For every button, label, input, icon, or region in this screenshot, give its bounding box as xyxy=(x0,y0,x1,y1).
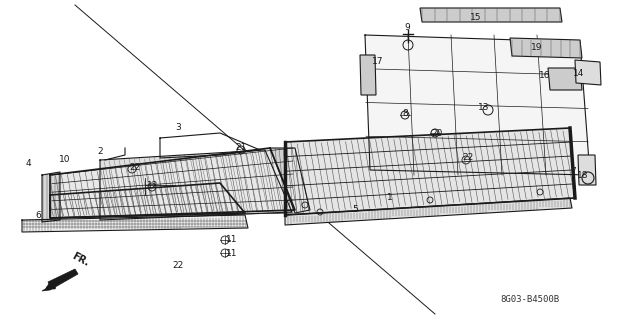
Text: 20: 20 xyxy=(431,129,443,137)
Polygon shape xyxy=(42,172,60,222)
Text: 22: 22 xyxy=(129,164,141,173)
Polygon shape xyxy=(510,38,582,58)
Text: 22: 22 xyxy=(462,153,474,162)
Polygon shape xyxy=(22,215,248,232)
Polygon shape xyxy=(420,8,562,22)
Polygon shape xyxy=(50,148,295,218)
Text: 10: 10 xyxy=(60,155,71,165)
Text: 1: 1 xyxy=(387,194,393,203)
Text: 11: 11 xyxy=(227,235,237,244)
Text: 8: 8 xyxy=(402,108,408,117)
Text: 22: 22 xyxy=(172,261,184,270)
Polygon shape xyxy=(100,150,292,220)
Polygon shape xyxy=(285,128,575,215)
Text: 6: 6 xyxy=(35,211,41,219)
Polygon shape xyxy=(270,148,310,213)
Polygon shape xyxy=(548,68,582,90)
Text: 5: 5 xyxy=(352,205,358,214)
Text: 18: 18 xyxy=(577,170,589,180)
Polygon shape xyxy=(578,155,596,185)
Text: 19: 19 xyxy=(531,43,543,53)
Polygon shape xyxy=(285,198,572,225)
Polygon shape xyxy=(575,60,601,85)
Text: 4: 4 xyxy=(25,159,31,167)
Polygon shape xyxy=(42,269,78,291)
Text: FR.: FR. xyxy=(70,251,91,268)
Text: 7: 7 xyxy=(570,167,576,176)
Text: 16: 16 xyxy=(540,70,551,79)
Text: 11: 11 xyxy=(227,249,237,257)
Text: 17: 17 xyxy=(372,57,384,66)
Text: 14: 14 xyxy=(573,69,585,78)
Text: 21: 21 xyxy=(236,144,246,152)
Polygon shape xyxy=(360,55,376,95)
Polygon shape xyxy=(365,35,590,175)
Text: 15: 15 xyxy=(470,13,482,23)
Text: 9: 9 xyxy=(404,24,410,33)
Text: 2: 2 xyxy=(97,147,103,157)
Polygon shape xyxy=(50,183,245,218)
Text: 13: 13 xyxy=(478,102,490,112)
Text: 12: 12 xyxy=(147,181,159,189)
Text: 8G03-B4500B: 8G03-B4500B xyxy=(500,295,559,305)
Text: 3: 3 xyxy=(175,123,181,132)
